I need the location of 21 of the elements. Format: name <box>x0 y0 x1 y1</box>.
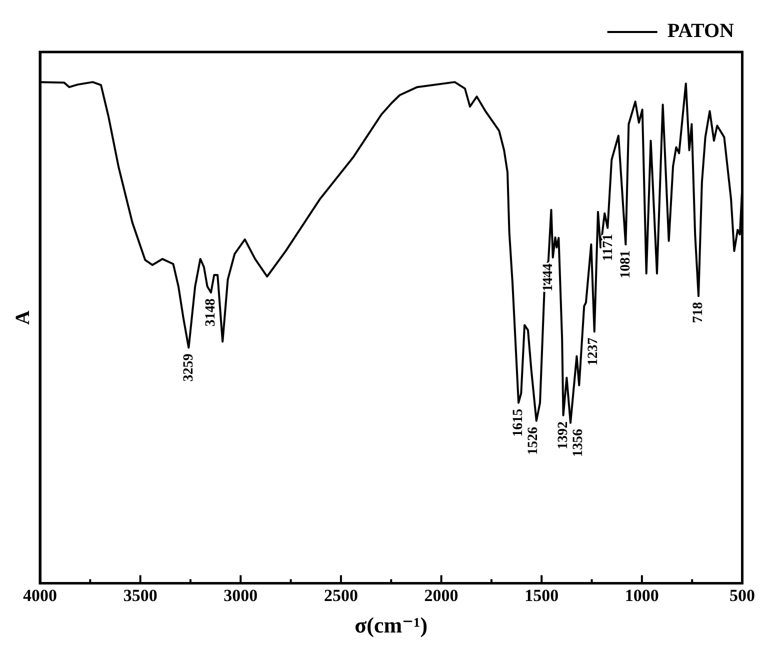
x-tick-label: 500 <box>730 586 755 605</box>
annotation: 3259 <box>181 354 196 382</box>
x-tick-label: 2500 <box>324 586 358 605</box>
x-tick-label: 4000 <box>23 586 57 605</box>
y-axis-title: A <box>12 310 34 325</box>
annotation: 3148 <box>204 298 219 327</box>
annotation: 1237 <box>586 338 602 366</box>
annotation: 1171 <box>601 234 616 262</box>
x-axis-title: σ(cm⁻¹) <box>354 612 428 638</box>
x-tick-label: 3500 <box>123 586 158 605</box>
legend-label: PATON <box>667 20 735 42</box>
x-tick-label: 1500 <box>524 586 559 605</box>
x-tick-label: 3000 <box>224 586 258 605</box>
annotation: 1081 <box>618 250 634 278</box>
x-tick-label: 1000 <box>624 586 659 605</box>
annotation: 718 <box>691 302 706 324</box>
annotation: 1615 <box>510 408 526 437</box>
x-tick-label: 2000 <box>424 586 458 605</box>
annotation: 1356 <box>570 428 586 457</box>
annotation: 1392 <box>556 421 571 450</box>
annotation: 1526 <box>526 426 541 455</box>
